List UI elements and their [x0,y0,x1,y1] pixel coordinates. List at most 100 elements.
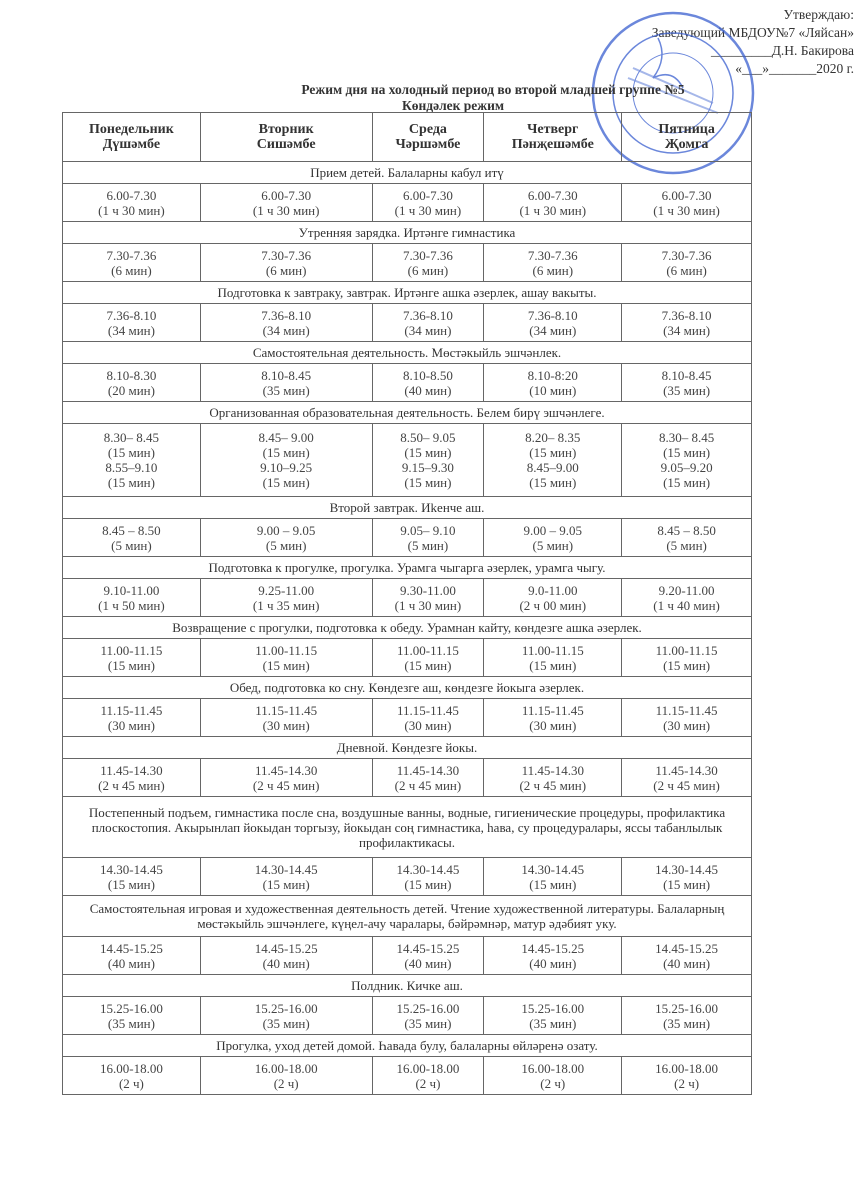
time-cell: 8.50– 9.05 (15 мин) 9.15–9.30 (15 мин) [371,423,485,497]
times-row: 16.00-18.00 (2 ч) 16.00-18.00 (2 ч) 16.00-… [62,1056,752,1095]
time-cell: 8.20– 8.35 (15 мин) 8.45–9.00 (15 мин) [483,423,623,497]
activity-row: Прогулка, уход детей домой. Һавада булу,… [62,1034,752,1057]
times-row: 15.25-16.00 (35 мин) 15.25-16.00 (35 мин)… [62,996,752,1035]
time-cell: 11.45-14.30 (2 ч 45 мин) [621,758,752,797]
time-cell: 8.10-8.50 (40 мин) [371,363,485,402]
time-cell: 8.45 – 8.50 (5 мин) [621,518,752,557]
times-row: 14.30-14.45 (15 мин) 14.30-14.45 (15 мин)… [62,857,752,896]
time-cell: 16.00-18.00 (2 ч) [483,1056,623,1095]
time-cell: 15.25-16.00 (35 мин) [621,996,752,1035]
time-cell: 6.00-7.30 (1 ч 30 мин) [371,183,485,222]
times-row: 11.45-14.30 (2 ч 45 мин) 11.45-14.30 (2 ч… [62,758,752,797]
approval-block: Утверждаю: Заведующий МБДОУ№7 «Ляйсан» _… [652,6,854,78]
time-cell: 14.45-15.25 (40 мин) [62,936,201,975]
approval-line: Утверждаю: [783,7,854,22]
activity-row: Дневной. Көндезге йокы. [62,736,752,759]
time-cell: 7.30-7.36 (6 мин) [62,243,201,282]
day-header: Понедельник Дүшәмбе [62,112,201,162]
times-row: 11.15-11.45 (30 мин) 11.15-11.45 (30 мин)… [62,698,752,737]
time-cell: 8.30– 8.45 (15 мин) 8.55–9.10 (15 мин) [62,423,201,497]
time-cell: 15.25-16.00 (35 мин) [199,996,373,1035]
activity-label: Обед, подготовка ко сну. Көндезге аш, кө… [62,676,752,699]
day-name-tt: Чәршәмбе [395,137,461,152]
times-row: 9.10-11.00 (1 ч 50 мин) 9.25-11.00 (1 ч 3… [62,578,752,617]
time-cell: 14.45-15.25 (40 мин) [199,936,373,975]
activity-row: Подготовка к прогулке, прогулка. Урамга … [62,556,752,579]
times-row: 11.00-11.15 (15 мин) 11.00-11.15 (15 мин)… [62,638,752,677]
day-name-ru: Четверг [527,122,579,137]
time-cell: 15.25-16.00 (35 мин) [62,996,201,1035]
time-cell: 11.15-11.45 (30 мин) [199,698,373,737]
time-cell: 11.15-11.45 (30 мин) [62,698,201,737]
time-cell: 11.00-11.15 (15 мин) [199,638,373,677]
time-cell: 16.00-18.00 (2 ч) [371,1056,485,1095]
time-cell: 14.30-14.45 (15 мин) [483,857,623,896]
time-cell: 7.30-7.36 (6 мин) [621,243,752,282]
header-row: Понедельник Дүшәмбе Вторник Сишәмбе Среда Чәр… [62,112,752,162]
schedule-table: Понедельник Дүшәмбе Вторник Сишәмбе Среда Чәр… [62,112,752,1095]
time-cell: 15.25-16.00 (35 мин) [371,996,485,1035]
time-cell: 15.25-16.00 (35 мин) [483,996,623,1035]
time-cell: 16.00-18.00 (2 ч) [199,1056,373,1095]
time-cell: 8.10-8.30 (20 мин) [62,363,201,402]
time-cell: 6.00-7.30 (1 ч 30 мин) [621,183,752,222]
activity-row: Подготовка к завтраку, завтрак. Иртәнге … [62,281,752,304]
time-cell: 14.45-15.25 (40 мин) [621,936,752,975]
day-header: Четверг Пәнҗешәмбе [483,112,623,162]
time-cell: 8.10-8.45 (35 мин) [621,363,752,402]
time-cell: 11.00-11.15 (15 мин) [62,638,201,677]
time-cell: 14.30-14.45 (15 мин) [621,857,752,896]
activity-label: Подготовка к прогулке, прогулка. Урамга … [62,556,752,579]
time-cell: 14.30-14.45 (15 мин) [62,857,201,896]
time-cell: 6.00-7.30 (1 ч 30 мин) [62,183,201,222]
approval-line: Заведующий МБДОУ№7 «Ляйсан» [651,25,854,40]
day-name-ru: Пятница [658,122,715,137]
time-cell: 7.36-8.10 (34 мин) [483,303,623,342]
time-cell: 8.10-8.45 (35 мин) [199,363,373,402]
time-cell: 11.00-11.15 (15 мин) [483,638,623,677]
day-name-ru: Среда [408,122,447,137]
activity-label: Утренняя зарядка. Иртәнге гимнастика [62,221,752,244]
activity-label: Прием детей. Балаларны кабул итү [62,161,752,184]
activity-row: Прием детей. Балаларны кабул итү [62,161,752,184]
time-cell: 7.36-8.10 (34 мин) [621,303,752,342]
time-cell: 11.15-11.45 (30 мин) [483,698,623,737]
approval-line: «___»_______2020 г. [735,61,854,76]
time-cell: 11.45-14.30 (2 ч 45 мин) [62,758,201,797]
time-cell: 9.0-11.00 (2 ч 00 мин) [483,578,623,617]
times-row: 7.30-7.36 (6 мин) 7.30-7.36 (6 мин) 7.30-7… [62,243,752,282]
activity-label: Самостоятельная деятельность. Мөстәкыйль… [62,341,752,364]
day-name-tt: Пәнҗешәмбе [511,137,594,152]
activity-label: Прогулка, уход детей домой. Һавада булу,… [62,1034,752,1057]
activity-label: Самостоятельная игровая и художественная… [62,895,752,937]
times-row: 7.36-8.10 (34 мин) 7.36-8.10 (34 мин) 7.36… [62,303,752,342]
time-cell: 6.00-7.30 (1 ч 30 мин) [483,183,623,222]
time-cell: 7.30-7.36 (6 мин) [371,243,485,282]
time-cell: 14.45-15.25 (40 мин) [371,936,485,975]
times-row: 6.00-7.30 (1 ч 30 мин) 6.00-7.30 (1 ч 30 … [62,183,752,222]
schedule-body: Прием детей. Балаларны кабул итү 6.00-7.3… [62,161,752,1095]
activity-row: Полдник. Кичке аш. [62,974,752,997]
times-row: 8.45 – 8.50 (5 мин) 9.00 – 9.05 (5 мин) 9.… [62,518,752,557]
time-cell: 7.36-8.10 (34 мин) [371,303,485,342]
activity-row: Второй завтрак. Иkенче аш. [62,496,752,519]
time-cell: 14.30-14.45 (15 мин) [199,857,373,896]
activity-label: Полдник. Кичке аш. [62,974,752,997]
day-name-tt: Җомга [664,137,709,152]
time-cell: 11.45-14.30 (2 ч 45 мин) [199,758,373,797]
activity-row: Организованная образовательная деятельно… [62,401,752,424]
time-cell: 11.00-11.15 (15 мин) [371,638,485,677]
time-cell: 9.10-11.00 (1 ч 50 мин) [62,578,201,617]
time-cell: 9.00 – 9.05 (5 мин) [483,518,623,557]
title-sub: Көндәлек режим [401,98,505,113]
title-main: Режим дня на холодный период во второй м… [301,82,685,97]
activity-label: Организованная образовательная деятельно… [62,401,752,424]
activity-row: Самостоятельная игровая и художественная… [62,895,752,937]
activity-row: Возвращение с прогулки, подготовка к обе… [62,616,752,639]
day-header: Пятница Җомга [621,112,752,162]
time-cell: 8.10-8:20 (10 мин) [483,363,623,402]
activity-label: Постепенный подъем, гимнастика после сна… [62,796,752,858]
activity-row: Утренняя зарядка. Иртәнге гимнастика [62,221,752,244]
times-row: 8.10-8.30 (20 мин) 8.10-8.45 (35 мин) 8.10… [62,363,752,402]
time-cell: 9.25-11.00 (1 ч 35 мин) [199,578,373,617]
